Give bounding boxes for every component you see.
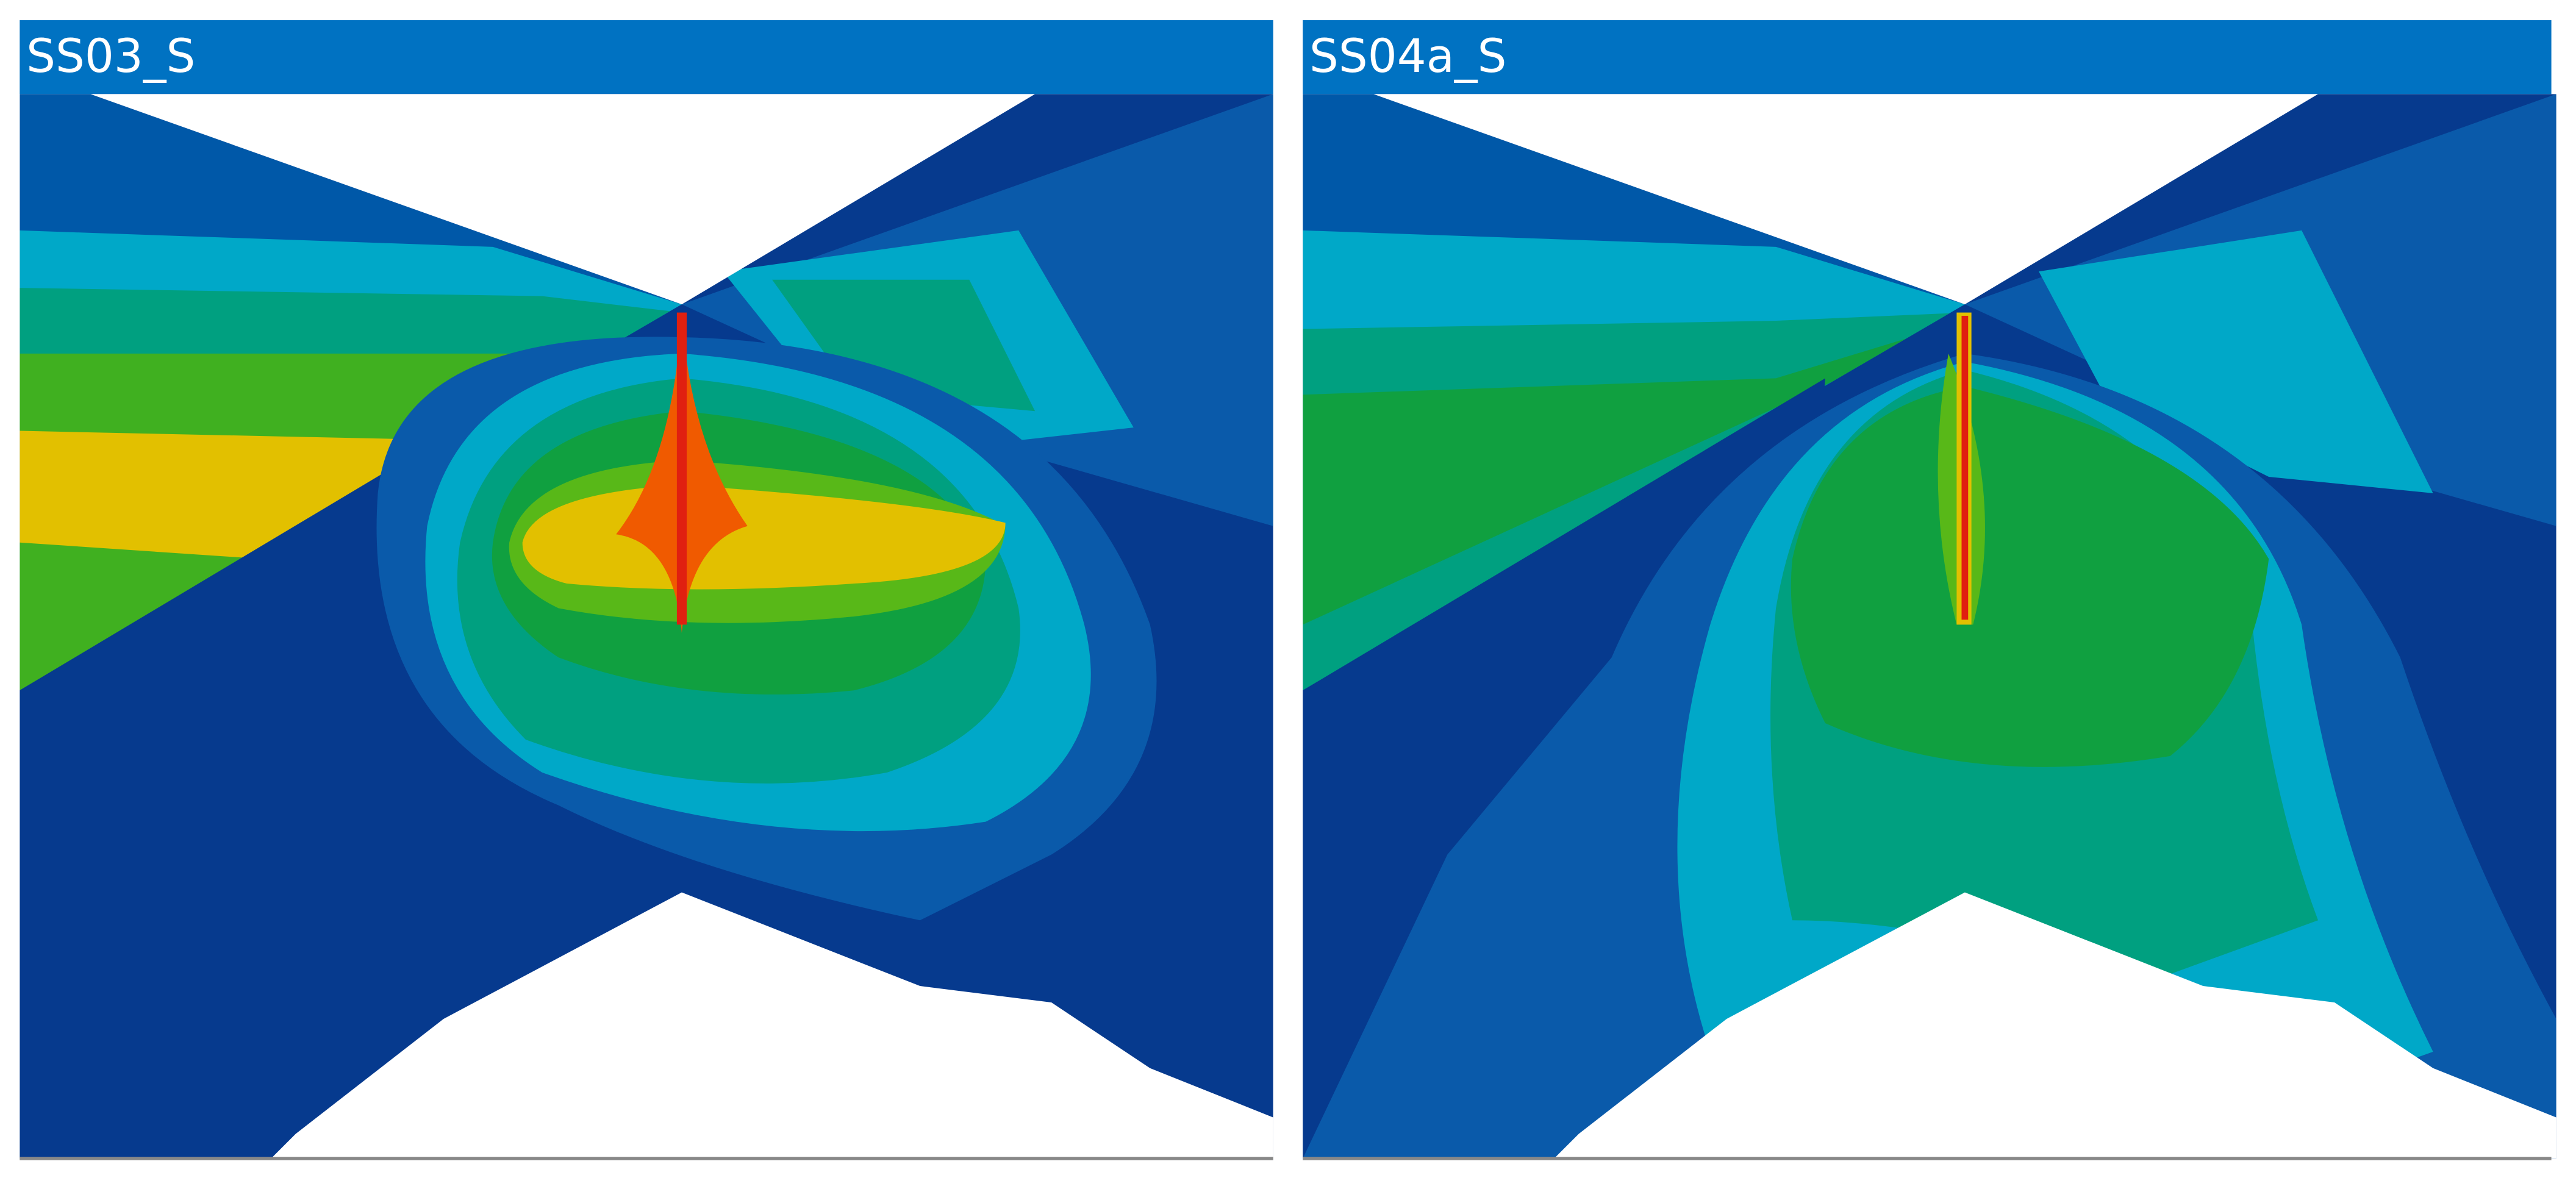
panel-title: SS04a_S — [1309, 29, 1506, 83]
panel-title: SS03_S — [26, 29, 195, 83]
contour-plot — [1303, 94, 2556, 1159]
contour-plot — [20, 94, 1273, 1159]
panel: SS04a_S — [1303, 20, 2556, 1160]
panel: SS03_S — [20, 20, 1273, 1160]
title-bar — [20, 20, 1273, 95]
title-bar — [1303, 20, 2552, 95]
